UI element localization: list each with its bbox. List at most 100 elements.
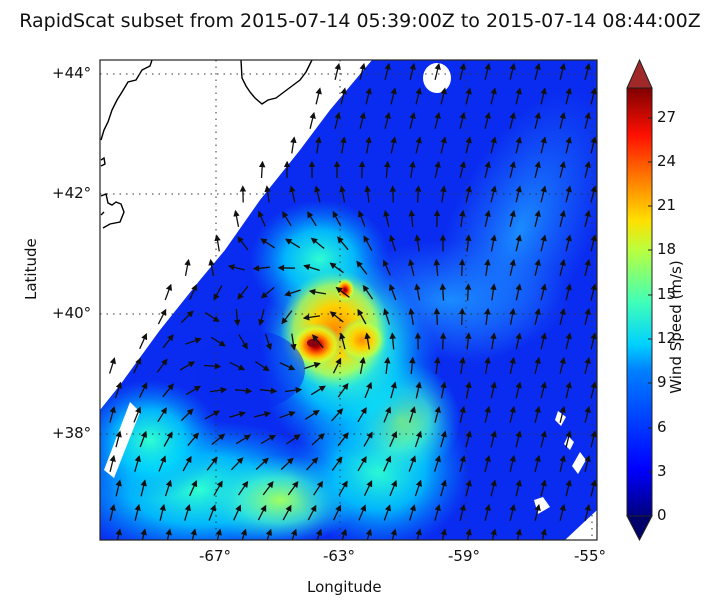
wind-arrow	[484, 405, 491, 423]
wind-arrow	[540, 430, 547, 448]
wind-arrow	[408, 307, 415, 326]
wind-arrow	[357, 210, 366, 227]
wind-arrow	[234, 387, 253, 394]
wind-arrow	[515, 528, 522, 540]
wind-arrow	[180, 310, 194, 324]
colorbar-title: Wind Speed (m/s)	[667, 260, 685, 394]
wind-arrow	[459, 356, 466, 374]
wind-arrow	[459, 455, 466, 472]
wind-arrow	[540, 234, 547, 252]
plot-frame	[99, 59, 598, 541]
wind-arrow	[383, 504, 391, 521]
wind-arrow	[337, 382, 349, 398]
wind-arrow	[540, 332, 547, 350]
wind-arrow	[303, 264, 320, 272]
wind-arrow	[440, 479, 447, 497]
wind-arrow	[237, 236, 249, 251]
wind-arrow	[440, 430, 447, 448]
wind-arrow	[433, 307, 441, 326]
wind-arrow	[315, 528, 323, 540]
wind-arrow	[509, 160, 516, 178]
wind-arrow	[238, 334, 248, 350]
wind-arrow	[206, 456, 218, 471]
wind-arrow	[440, 185, 447, 203]
wind-arrow	[359, 356, 366, 375]
wind-arrow	[559, 258, 566, 276]
wind-arrow	[233, 504, 242, 521]
wind-arrow	[565, 479, 572, 497]
wind-arrow	[331, 408, 344, 422]
wind-arrow	[384, 62, 391, 80]
wind-arrow	[409, 356, 416, 375]
wind-arrow	[584, 160, 591, 178]
wind-arrow	[534, 307, 541, 325]
wind-arrow	[509, 209, 516, 227]
wind-arrow	[287, 480, 299, 496]
wind-arrow	[440, 136, 447, 154]
colorbar-tick-label: 0	[657, 506, 667, 524]
wind-arrow	[356, 260, 368, 275]
wind-arrow	[359, 111, 366, 129]
wind-arrow	[465, 136, 472, 154]
wind-arrow	[310, 385, 326, 396]
wind-arrow	[515, 381, 522, 399]
wind-arrow	[559, 503, 566, 521]
wind-arrow	[159, 503, 166, 521]
wind-arrow	[465, 332, 472, 350]
wind-arrow	[390, 136, 397, 154]
wind-arrow	[465, 528, 472, 540]
wind-arrow	[210, 386, 228, 394]
wind-arrow	[180, 408, 194, 422]
wind-arrow	[565, 283, 572, 301]
wind-arrow	[484, 258, 491, 276]
wind-arrow	[565, 381, 572, 399]
wind-arrow	[540, 381, 547, 399]
wind-arrow	[540, 136, 547, 154]
wind-arrow	[565, 185, 572, 203]
wind-arrow	[540, 87, 547, 105]
wind-arrow	[189, 284, 198, 301]
wind-arrow	[458, 307, 466, 326]
wind-arrow	[285, 386, 303, 394]
wind-arrow	[409, 62, 416, 80]
wind-arrow	[490, 528, 497, 540]
wind-arrow	[164, 479, 172, 497]
wind-arrow	[490, 234, 497, 252]
wind-arrow	[279, 362, 296, 371]
wind-arrow	[409, 160, 416, 178]
wind-arrow	[465, 185, 472, 203]
wind-arrow	[260, 434, 277, 445]
wind-arrow	[302, 314, 320, 321]
wind-arrow	[264, 185, 271, 203]
wind-arrow	[315, 136, 322, 154]
wind-arrow	[584, 258, 591, 276]
wind-arrow	[414, 234, 421, 252]
wind-arrow	[384, 160, 391, 179]
x-tick-label: -59°	[448, 547, 480, 565]
wind-arrow	[484, 503, 491, 521]
wind-arrow	[213, 480, 223, 496]
wind-arrow	[584, 111, 591, 129]
wind-arrow	[329, 262, 344, 274]
colorbar-tick-label: 6	[657, 418, 667, 436]
wind-arrow	[559, 62, 566, 80]
x-tick-label: -63°	[323, 547, 355, 565]
wind-arrow	[282, 211, 292, 227]
wind-arrow	[264, 333, 272, 351]
wind-arrow	[490, 430, 497, 448]
wind-arrow	[309, 111, 316, 129]
wind-arrow	[515, 185, 522, 203]
wind-arrow	[490, 332, 497, 350]
x-tick-label: -55°	[574, 547, 606, 565]
wind-arrow	[215, 528, 222, 540]
wind-arrow	[363, 431, 373, 447]
wind-arrow	[584, 209, 591, 227]
wind-arrow	[415, 136, 422, 154]
wind-arrow	[254, 411, 272, 418]
coastline	[100, 60, 313, 229]
wind-arrow	[134, 503, 141, 521]
wind-arrow	[433, 455, 441, 472]
wind-arrow	[258, 309, 265, 326]
wind-arrow	[281, 310, 293, 325]
wind-arrow	[280, 457, 294, 470]
